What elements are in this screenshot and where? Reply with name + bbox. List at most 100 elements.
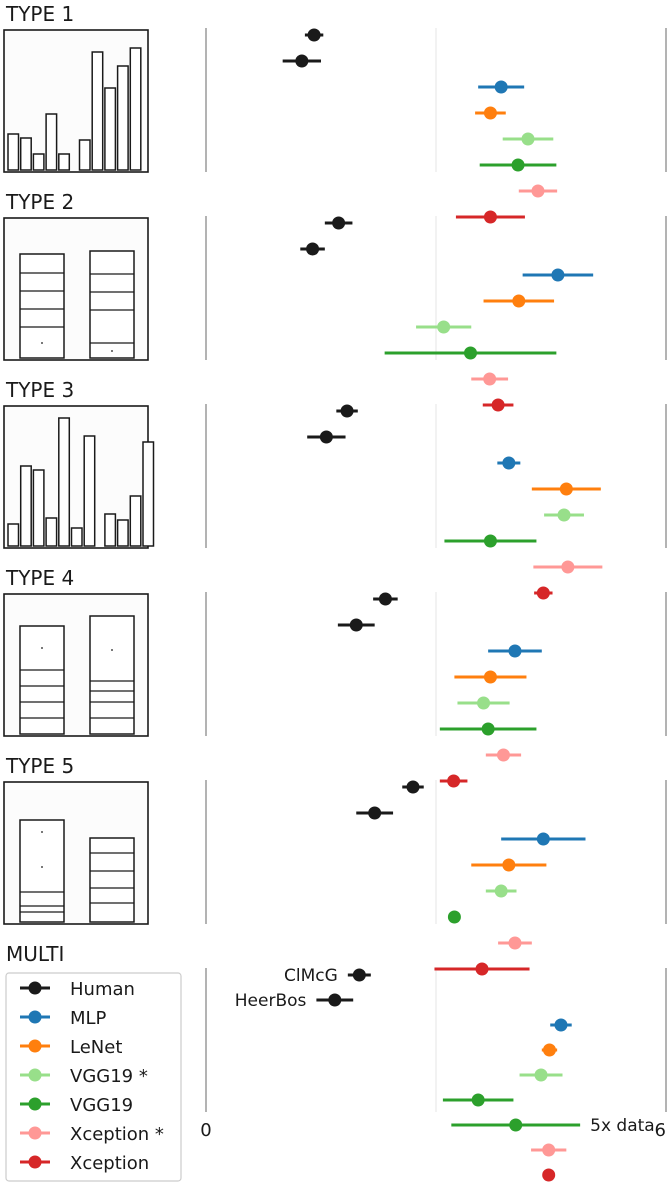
legend-label: VGG19 (70, 1095, 133, 1116)
data-point (464, 346, 477, 360)
data-point (447, 910, 461, 924)
legend-entry: Xception * (20, 1124, 164, 1145)
thumb-column (19, 625, 65, 735)
legend-entry: Human (20, 979, 135, 1000)
legend-marker (28, 1126, 42, 1140)
thumb-bar (19, 465, 32, 547)
thumb-bar (83, 435, 96, 547)
x-tick-label: 6 (655, 1120, 666, 1141)
thumb-bar (45, 517, 58, 547)
thumb-bar (116, 65, 129, 171)
data-point (536, 586, 550, 600)
x-tick-label: 0 (200, 1120, 211, 1141)
thumbnail-2 (3, 217, 149, 361)
panel-title: MULTI (6, 942, 64, 966)
data-point (307, 28, 321, 42)
legend-marker (28, 1039, 42, 1053)
panel-points-2 (300, 216, 594, 412)
data-point (511, 158, 525, 172)
thumb-bar (78, 139, 91, 171)
thumbnail-5 (3, 781, 149, 925)
legend-label: Xception (70, 1153, 149, 1174)
legend-entry: LeNet (20, 1037, 122, 1058)
thumbnails (3, 29, 155, 925)
data-point (483, 106, 497, 120)
thumbnail-4 (3, 593, 149, 737)
panel-points-3 (307, 404, 603, 600)
thumb-bar (58, 153, 71, 171)
data-point (477, 696, 491, 710)
thumb-bar (70, 527, 83, 547)
thumb-bar (104, 513, 117, 547)
thumb-column (19, 819, 65, 923)
legend-marker (28, 1097, 42, 1111)
data-point (332, 216, 346, 230)
thumb-bar (116, 519, 129, 547)
legend-marker (28, 981, 42, 995)
data-point (512, 294, 526, 308)
legend-marker (28, 1010, 42, 1024)
data-point (481, 722, 495, 736)
thumb-bar (104, 87, 117, 171)
legend-entry: VGG19 * (20, 1066, 148, 1087)
data-point (542, 1168, 556, 1182)
thumb-dot (111, 350, 113, 352)
thumb-bar (129, 47, 142, 171)
data-point (295, 54, 309, 68)
data-point (559, 482, 573, 496)
legend: Human MLP LeNet VGG19 * VGG19 Xception * Xcept… (5, 972, 182, 1182)
thumb-bar (7, 133, 20, 171)
grid-lines (205, 28, 667, 1112)
panel-title: TYPE 3 (5, 378, 74, 402)
thumb-column (89, 615, 135, 735)
data-point (496, 748, 510, 762)
legend-label: VGG19 * (70, 1066, 148, 1087)
data-point (494, 884, 508, 898)
legend-label: Xception * (70, 1124, 164, 1145)
thumb-dot (111, 649, 113, 651)
legend-frame (5, 972, 182, 1182)
thumb-column (89, 250, 135, 359)
thumb-bar (129, 495, 142, 547)
data-point (406, 780, 420, 794)
thumb-bar (32, 153, 45, 171)
legend-marker (28, 1155, 42, 1169)
data-point (508, 644, 522, 658)
data-point (491, 398, 505, 412)
legend-entry: MLP (20, 1008, 107, 1029)
legend-label: Human (70, 979, 135, 1000)
thumb-column (19, 253, 65, 359)
data-point (328, 993, 342, 1007)
data-point (483, 670, 497, 684)
data-point (340, 404, 354, 418)
thumb-dot (41, 831, 43, 833)
data-point (437, 320, 451, 334)
data-point (534, 1068, 548, 1082)
data-point (551, 268, 565, 282)
thumb-bar (142, 441, 155, 547)
thumb-column (89, 837, 135, 923)
thumb-bar (58, 417, 71, 547)
thumb-bar (32, 469, 45, 547)
data-point (557, 508, 571, 522)
data-point (521, 132, 535, 146)
thumbnail-3 (3, 405, 155, 549)
data-point (319, 430, 333, 444)
legend-entry: VGG19 (20, 1095, 133, 1116)
data-point (475, 962, 489, 976)
data-point (352, 968, 366, 982)
data-point (494, 80, 508, 94)
data-point (483, 210, 497, 224)
panel-title: TYPE 4 (5, 566, 74, 590)
data-point (378, 592, 392, 606)
data-point (502, 858, 516, 872)
point-annotation: HeerBos (235, 991, 307, 1011)
legend-label: LeNet (70, 1037, 122, 1058)
panel-points-4 (337, 592, 542, 788)
thumb-bar (45, 113, 58, 171)
data-point (542, 1143, 556, 1157)
data-point (471, 1093, 485, 1107)
thumb-bar (7, 523, 20, 547)
